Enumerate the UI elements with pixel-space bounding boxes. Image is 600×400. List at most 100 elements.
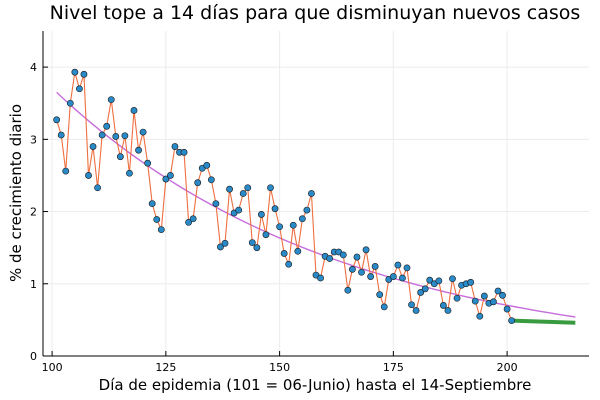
data-point [89, 143, 97, 150]
data-point [421, 285, 429, 293]
data-point [362, 246, 370, 254]
x-tick-label: 100 [42, 361, 63, 374]
data-point [326, 255, 334, 262]
data-point [71, 68, 79, 76]
data-point [239, 190, 247, 197]
data-point [508, 317, 516, 325]
data-point [426, 276, 434, 284]
y-tick-label: 4 [30, 61, 37, 74]
data-point [144, 159, 152, 167]
data-point [439, 302, 447, 309]
data-point [135, 146, 142, 154]
data-point [94, 184, 101, 192]
data-point [116, 153, 124, 161]
data-point [185, 218, 192, 226]
data-point [148, 200, 156, 208]
data-point [371, 263, 379, 270]
data-point [471, 297, 479, 305]
data-point [66, 99, 74, 107]
x-tick-label: 125 [155, 361, 176, 374]
x-tick-label: 200 [497, 361, 518, 374]
data-point [280, 250, 288, 257]
data-point [380, 303, 388, 311]
data-point [317, 274, 324, 282]
data-point [248, 239, 256, 247]
data-point [121, 132, 129, 140]
x-tick-label: 150 [269, 361, 290, 374]
data-point [166, 172, 174, 179]
target-series [511, 318, 576, 325]
data-point [189, 215, 197, 223]
ticks: 100 125 150 175 200 0 1 2 3 4 [30, 61, 518, 374]
data-point [262, 231, 270, 239]
data-point [217, 243, 224, 251]
target-line [511, 318, 576, 325]
y-tick-label: 2 [30, 206, 37, 219]
data-point [476, 312, 484, 320]
data-point [435, 277, 443, 285]
data-point [494, 287, 502, 295]
data-point [403, 264, 411, 272]
data-point [112, 133, 120, 140]
data-point [194, 179, 202, 187]
data-point [235, 206, 243, 214]
data-point [358, 268, 365, 276]
data-point [85, 172, 92, 179]
data-point [139, 128, 147, 136]
data-point [294, 247, 302, 255]
data-point [289, 221, 297, 229]
data-point [339, 251, 347, 259]
data-point [107, 96, 115, 104]
y-axis-label: % de crecimiento diario [7, 104, 25, 282]
data-point [276, 223, 283, 231]
data-point [180, 148, 188, 156]
data-point [394, 261, 402, 269]
data-point [253, 244, 261, 252]
data-point [412, 307, 420, 314]
data-point [503, 305, 511, 313]
data-point [367, 273, 374, 280]
data-point [130, 107, 138, 114]
y-tick-label: 1 [30, 278, 37, 291]
data-point [449, 275, 456, 283]
data-point [62, 167, 70, 175]
data-point [467, 278, 475, 286]
y-tick-label: 3 [30, 133, 37, 146]
data-point [408, 301, 415, 309]
data-point [80, 70, 88, 78]
data-point [453, 294, 461, 302]
data-point [171, 143, 179, 150]
data-point [298, 215, 306, 223]
data-point [103, 122, 111, 130]
data-point [162, 175, 170, 183]
data-point [226, 185, 233, 193]
data-point [285, 260, 293, 268]
data-point [399, 274, 406, 282]
data-point [221, 239, 229, 247]
data-point [353, 253, 361, 261]
data-point [308, 190, 315, 197]
data-point [212, 200, 220, 208]
data-point [480, 292, 488, 300]
data-point [126, 169, 133, 177]
data-point [417, 289, 425, 296]
data-point [389, 273, 397, 280]
data-point [157, 226, 165, 234]
data-point [207, 176, 215, 184]
data-point [490, 298, 497, 306]
data-point [344, 286, 352, 294]
chart-title: Nivel tope a 14 días para que disminuyan… [50, 2, 581, 24]
data-point [376, 291, 384, 299]
data-point [303, 206, 311, 214]
data-point [257, 211, 265, 218]
axes [42, 31, 589, 357]
data-point [203, 161, 211, 169]
x-tick-label: 175 [383, 361, 404, 374]
data-point [271, 205, 279, 213]
data-point [53, 116, 61, 124]
data-point [348, 265, 356, 273]
data-point [76, 85, 83, 93]
data-point [267, 184, 274, 192]
y-tick-label: 0 [30, 350, 37, 363]
